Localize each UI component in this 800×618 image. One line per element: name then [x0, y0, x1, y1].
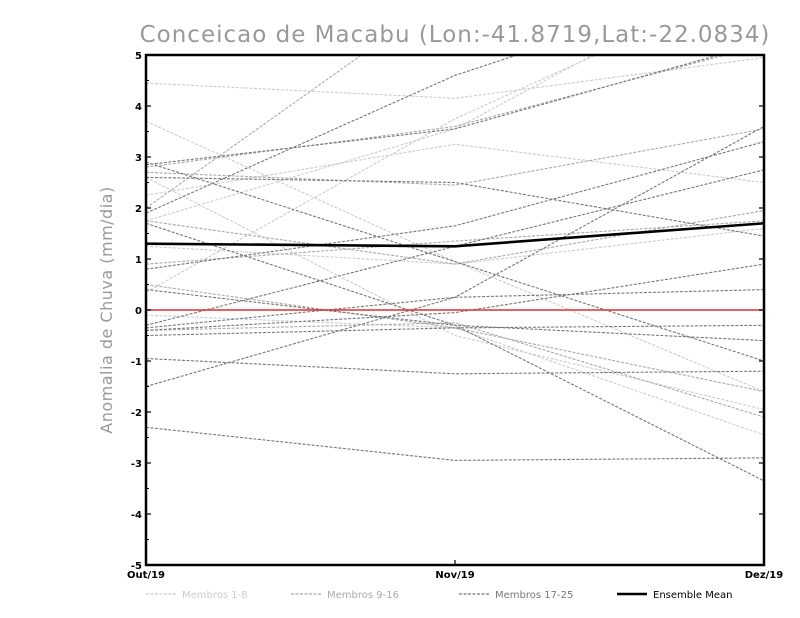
y-tick-label: 2 — [135, 204, 142, 215]
plot-lines — [146, 55, 764, 482]
member-series-line — [146, 55, 363, 209]
y-tick-label: -3 — [131, 459, 142, 470]
y-tick-label: 3 — [135, 153, 142, 164]
y-axis-label: Anomalia de Chuva (mm/dia) — [97, 186, 116, 433]
y-tick-label: 0 — [135, 306, 142, 317]
member-series-line — [146, 141, 764, 270]
ensemble-mean-line — [146, 222, 764, 248]
y-tick-label: 4 — [135, 102, 142, 113]
member-series-line — [146, 57, 764, 99]
member-series-line — [146, 209, 764, 265]
x-tick-label: Dez/19 — [745, 570, 784, 581]
member-series-line — [146, 426, 764, 461]
member-series-line — [146, 289, 764, 329]
member-series-line — [146, 143, 764, 196]
member-series-line — [146, 324, 764, 337]
member-series-line — [146, 222, 764, 342]
member-series-line — [146, 55, 597, 293]
member-series-line — [146, 176, 764, 237]
member-series-line — [146, 161, 764, 362]
member-series-line — [146, 55, 519, 214]
x-tick-label: Out/19 — [127, 570, 165, 581]
x-tick-label: Nov/19 — [435, 570, 474, 581]
y-tick-label: -5 — [131, 561, 142, 572]
member-series-line — [146, 263, 764, 331]
legend-label: Ensemble Mean — [653, 590, 732, 601]
member-series-line — [146, 125, 764, 388]
member-series-line — [146, 120, 764, 393]
x-axis-ticks: Out/19 Nov/19 Dez/19 — [127, 560, 783, 581]
member-series-line — [146, 289, 764, 482]
member-series-line — [146, 176, 764, 411]
legend-label: Membros 17-25 — [495, 590, 573, 601]
legend: Membros 1-8 Membros 9-16 Membros 17-25 Ense… — [146, 590, 732, 601]
member-series-line — [146, 322, 764, 418]
member-series-line — [146, 357, 764, 375]
y-tick-label: -4 — [131, 510, 142, 521]
member-series-line — [146, 220, 764, 265]
chart-title: Conceicao de Macabu (Lon:-41.8719,Lat:-2… — [140, 22, 771, 48]
member-series-line — [146, 128, 764, 186]
member-series-line — [146, 283, 764, 393]
y-tick-label: 5 — [135, 51, 142, 62]
y-tick-label: -2 — [131, 408, 142, 419]
y-tick-label: -1 — [131, 357, 142, 368]
legend-label: Membros 1-8 — [182, 590, 248, 601]
member-series-line — [146, 314, 764, 436]
member-series-line — [146, 169, 764, 326]
legend-label: Membros 9-16 — [327, 590, 399, 601]
member-series-line — [146, 55, 721, 166]
member-series-line — [146, 55, 728, 168]
y-axis-ticks: 5 4 3 2 1 0 -1 -2 -3 -4 -5 — [131, 51, 764, 572]
y-tick-label: 1 — [135, 255, 142, 266]
